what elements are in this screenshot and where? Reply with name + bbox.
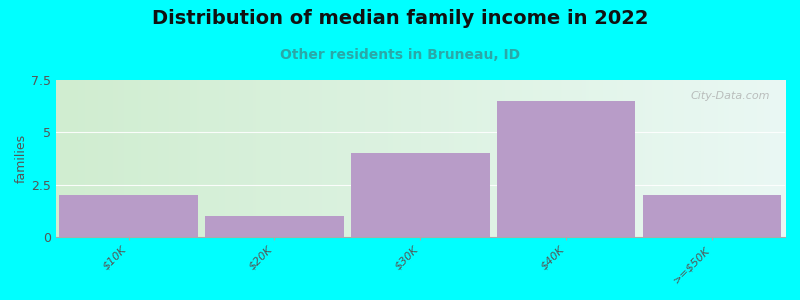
Bar [351,153,490,237]
Bar [642,195,782,237]
Bar [205,216,344,237]
Text: Other residents in Bruneau, ID: Other residents in Bruneau, ID [280,48,520,62]
Text: City-Data.com: City-Data.com [691,91,770,101]
Text: Distribution of median family income in 2022: Distribution of median family income in … [152,9,648,28]
Bar [59,195,198,237]
Y-axis label: families: families [15,134,28,183]
Bar [497,101,635,237]
